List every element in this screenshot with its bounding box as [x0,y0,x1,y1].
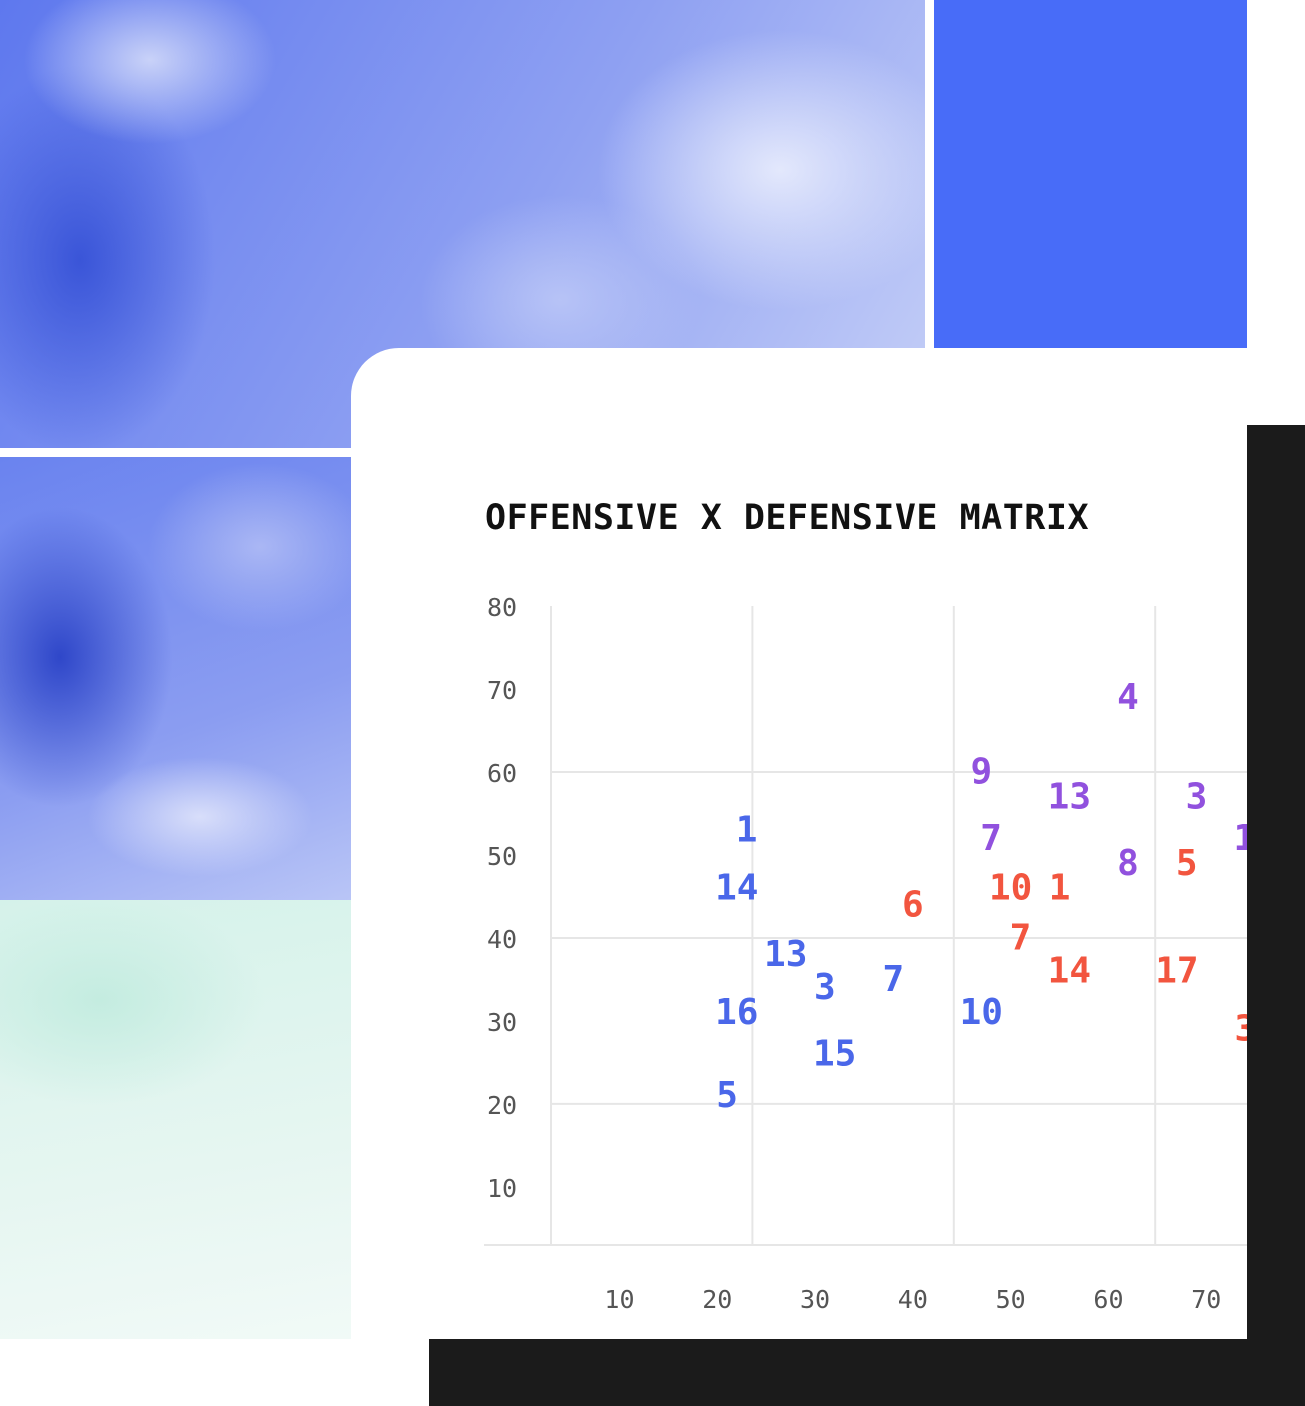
data-point-label: 11 [1233,818,1247,859]
accent-blue-block [934,0,1247,348]
data-point-label: 13 [1048,776,1091,817]
chart-title: OFFENSIVE X DEFENSIVE MATRIX [485,498,1090,538]
chart-card: OFFENSIVE X DEFENSIVE MATRIX 10 20 30 40 50 6… [351,348,1247,1339]
x-tick-label: 50 [996,1285,1026,1314]
data-point-label: 17 [1155,951,1198,992]
y-tick-label: 80 [487,593,517,622]
data-point-label: 14 [1048,951,1091,992]
data-point-label: 5 [716,1075,738,1116]
data-point-label: 7 [882,959,904,1000]
dark-frame-bottom [429,1339,1305,1406]
data-point-label: 4 [1117,677,1139,718]
data-point-label: 15 [813,1034,856,1075]
data-point-label: 9 [970,751,992,792]
data-point-label: 3 [1235,1009,1247,1050]
y-tick-label: 40 [487,925,517,954]
y-tick-label: 70 [487,676,517,705]
data-point-label: 7 [980,818,1002,859]
data-point-label: 10 [989,868,1032,909]
y-tick-label: 60 [487,759,517,788]
x-tick-label: 70 [1191,1285,1221,1314]
data-points: 1141316531571041291337118561014714173 [715,677,1247,1116]
x-tick-label: 60 [1093,1285,1123,1314]
data-point-label: 7 [1010,917,1032,958]
data-point-label: 3 [814,967,836,1008]
data-point-label: 8 [1117,843,1139,884]
x-tick-label: 30 [800,1285,830,1314]
x-tick-label: 40 [898,1285,928,1314]
y-tick-label: 10 [487,1174,517,1203]
x-tick-label: 10 [604,1285,634,1314]
y-tick-label: 30 [487,1008,517,1037]
mint-photo-panel [0,900,351,1339]
dark-frame-right [1246,425,1305,1406]
axis-tick-labels: 10203040506070801020304050607080 [487,593,1221,1314]
scatter-chart: 10203040506070801020304050607080 1141316… [484,593,1247,1314]
y-tick-label: 50 [487,842,517,871]
grid-lines [484,606,1247,1246]
data-point-label: 3 [1186,776,1208,817]
y-tick-label: 20 [487,1091,517,1120]
data-point-label: 16 [715,992,758,1033]
x-tick-label: 20 [702,1285,732,1314]
data-point-label: 6 [902,884,924,925]
data-point-label: 5 [1176,843,1198,884]
data-point-label: 1 [1049,868,1071,909]
athlete-photo-middle [0,457,351,900]
data-point-label: 10 [960,992,1003,1033]
data-point-label: 13 [764,934,807,975]
data-point-label: 1 [736,810,758,851]
data-point-label: 14 [715,868,758,909]
